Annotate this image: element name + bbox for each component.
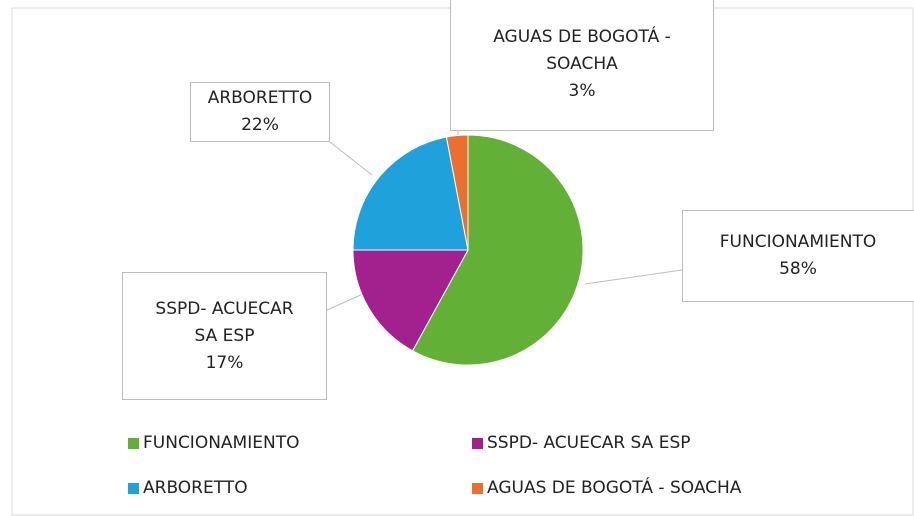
leader-line bbox=[584, 269, 683, 285]
data-label-value: 17% bbox=[205, 352, 244, 373]
legend-label: ARBORETTO bbox=[143, 478, 248, 498]
data-label-value: 58% bbox=[779, 259, 817, 279]
legend-swatch bbox=[472, 437, 483, 449]
legend-label: FUNCIONAMIENTO bbox=[143, 433, 300, 453]
legend-item: ARBORETTO bbox=[128, 476, 248, 500]
data-label-value: 3% bbox=[568, 81, 596, 101]
data-label-name: ARBORETTO bbox=[207, 88, 313, 108]
data-label: SSPD- ACUECAR SA ESP 17% bbox=[122, 272, 327, 400]
leader-line bbox=[329, 141, 373, 176]
data-label-name: SSPD- ACUECAR SA ESP bbox=[155, 298, 294, 346]
legend-item: AGUAS DE BOGOTÁ - SOACHA bbox=[472, 476, 741, 500]
data-label-value: 22% bbox=[241, 115, 279, 135]
data-label: ARBORETTO 22% bbox=[190, 82, 330, 142]
legend-swatch bbox=[472, 482, 483, 494]
pie-slice bbox=[411, 134, 584, 366]
legend-swatch bbox=[128, 437, 139, 449]
legend-item: SSPD- ACUECAR SA ESP bbox=[472, 431, 691, 455]
legend-label: SSPD- ACUECAR SA ESP bbox=[487, 433, 691, 453]
data-label: FUNCIONAMIENTO 58% bbox=[682, 210, 914, 302]
legend-item: FUNCIONAMIENTO bbox=[128, 431, 299, 455]
pie-slice bbox=[445, 134, 469, 251]
legend-swatch bbox=[128, 482, 139, 494]
legend-label: AGUAS DE BOGOTÁ - SOACHA bbox=[487, 478, 742, 498]
pie-slice bbox=[352, 249, 469, 352]
data-label-name: FUNCIONAMIENTO bbox=[719, 232, 877, 252]
data-label-name: AGUAS DE BOGOTÁ - SOACHA bbox=[493, 27, 671, 74]
pie-slice bbox=[352, 136, 469, 251]
data-label: AGUAS DE BOGOTÁ - SOACHA 3% bbox=[450, 0, 714, 131]
